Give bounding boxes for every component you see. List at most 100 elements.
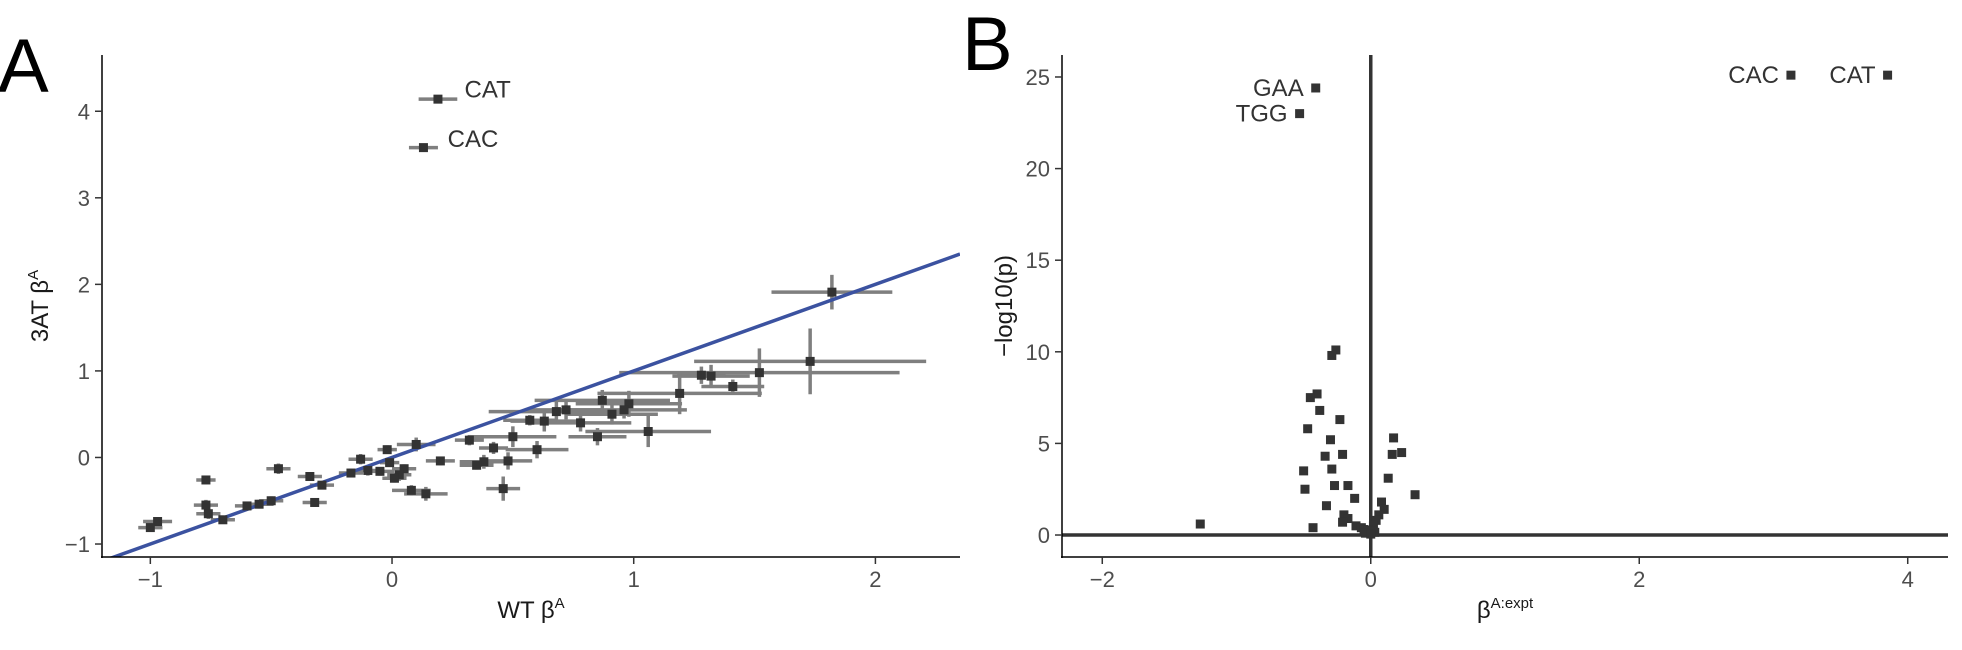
y-axis-title: −log10(p) [991, 255, 1018, 357]
data-point [1325, 435, 1335, 445]
x-axis-title-sup: A:expt [1491, 595, 1534, 612]
data-point [346, 468, 356, 478]
data-point [696, 370, 706, 380]
data-point [1786, 70, 1796, 80]
point-label-cac: CAC [448, 126, 499, 153]
data-point [1389, 433, 1399, 443]
data-point [675, 388, 685, 398]
data-point [1315, 405, 1325, 415]
data-point [464, 435, 474, 445]
panel-letter-a: A [0, 24, 49, 109]
data-point [1295, 109, 1305, 119]
data-point [242, 501, 252, 511]
data-point [1335, 415, 1345, 425]
data-point [597, 395, 607, 405]
data-point [525, 415, 535, 425]
data-point [273, 464, 283, 474]
data-point [394, 470, 404, 480]
data-point [1376, 497, 1386, 507]
data-point [1321, 501, 1331, 511]
data-point [1327, 350, 1337, 360]
data-point [706, 371, 716, 381]
x-tick-label: 1 [628, 567, 640, 592]
x-axis-title-sup: A [555, 595, 565, 612]
y-tick-label: 3 [78, 186, 90, 211]
data-point [607, 409, 617, 419]
data-point [1320, 451, 1330, 461]
x-axis-title-main: β [1477, 597, 1491, 624]
data-point [472, 460, 482, 470]
data-point [363, 465, 373, 475]
y-axis-title-main: −log10(p) [991, 255, 1018, 357]
data-point [356, 454, 366, 464]
data-point [1343, 514, 1353, 524]
data-point [576, 418, 586, 428]
data-point [592, 432, 602, 442]
data-point [1383, 473, 1393, 483]
data-point [310, 497, 320, 507]
data-point [479, 457, 489, 467]
y-tick-label: 0 [1038, 523, 1050, 548]
x-tick-label: 0 [386, 567, 398, 592]
data-point [218, 515, 228, 525]
point-label-cat: CAT [465, 77, 512, 104]
data-point [1327, 464, 1337, 474]
data-point [1368, 521, 1378, 531]
data-point [754, 368, 764, 378]
y-tick-label: 1 [78, 359, 90, 384]
x-tick-label: 4 [1902, 567, 1914, 592]
data-point [805, 356, 815, 366]
data-point [643, 427, 653, 436]
y-axis-title-main: 3AT β [27, 280, 54, 342]
data-point [532, 445, 542, 455]
data-point [406, 485, 416, 495]
data-point [1195, 519, 1205, 529]
point-label-cac: CAC [1728, 62, 1779, 89]
data-point [305, 472, 315, 482]
data-point [619, 405, 629, 415]
data-point [1371, 515, 1381, 525]
y-axis-title: 3AT βA [25, 270, 54, 342]
data-point [266, 496, 276, 506]
y-tick-label: 4 [78, 99, 90, 124]
data-point [411, 439, 421, 449]
data-point [399, 464, 409, 474]
panel-letter-b: B [962, 2, 1013, 87]
data-point [421, 489, 431, 499]
data-point [498, 484, 508, 494]
data-point [1299, 466, 1309, 476]
point-label-cat: CAT [1829, 62, 1876, 89]
data-point [375, 466, 385, 476]
data-points [1195, 70, 1893, 539]
data-point [624, 399, 634, 409]
data-point [153, 517, 163, 527]
data-point [1366, 529, 1376, 539]
data-point [561, 405, 571, 415]
y-tick-label: 25 [1026, 65, 1050, 90]
data-point [418, 143, 428, 153]
data-point [728, 381, 738, 391]
x-axis-title-main: WT β [497, 597, 554, 624]
data-point [503, 456, 513, 466]
data-point [1331, 345, 1341, 355]
data-point [201, 475, 211, 485]
y-tick-label: 5 [1038, 431, 1050, 456]
data-point [389, 473, 399, 483]
data-point [489, 443, 499, 453]
point-label-gaa: GAA [1253, 75, 1304, 102]
x-axis-title: βA:expt [1477, 595, 1534, 624]
fit-line [108, 252, 960, 557]
data-point [254, 499, 264, 509]
data-point [1338, 517, 1348, 527]
data-point [1330, 481, 1340, 491]
data-point [1350, 493, 1360, 503]
y-tick-label: −1 [65, 532, 90, 557]
data-point [508, 432, 518, 442]
data-point [1374, 510, 1384, 520]
x-tick-label: −1 [138, 567, 163, 592]
data-point [1351, 521, 1361, 531]
